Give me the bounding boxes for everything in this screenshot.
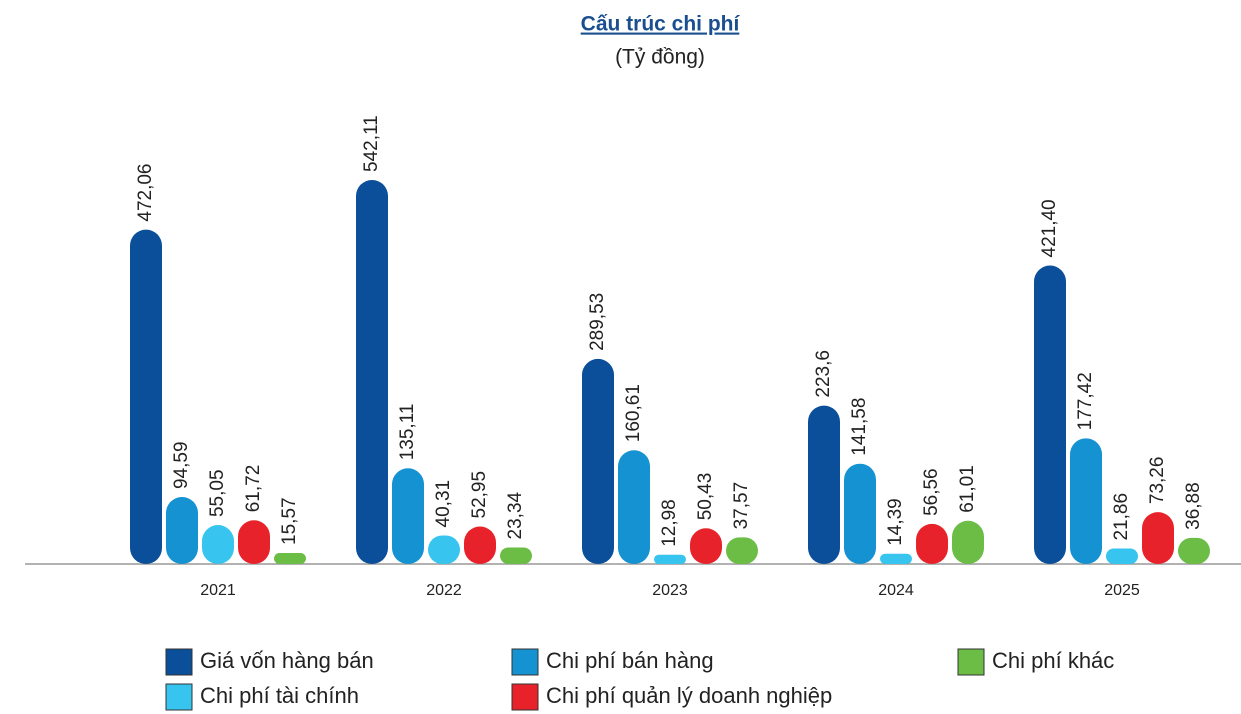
x-tick-label: 2024 bbox=[878, 582, 914, 599]
value-label: 73,26 bbox=[1147, 457, 1168, 505]
value-label: 14,39 bbox=[885, 498, 906, 546]
x-tick-label: 2022 bbox=[426, 582, 462, 599]
value-label: 23,34 bbox=[505, 491, 526, 539]
bar bbox=[880, 553, 912, 564]
bar bbox=[1142, 512, 1174, 564]
value-label: 61,72 bbox=[243, 465, 264, 513]
value-label: 56,56 bbox=[921, 468, 942, 516]
value-label: 55,05 bbox=[207, 469, 228, 517]
value-label: 40,31 bbox=[433, 480, 454, 528]
bar bbox=[690, 528, 722, 564]
value-label: 61,01 bbox=[957, 465, 978, 513]
legend-label: Chi phí khác bbox=[992, 648, 1114, 673]
value-label: 12,98 bbox=[659, 499, 680, 547]
bar bbox=[1034, 265, 1066, 564]
legend-swatch bbox=[165, 683, 193, 711]
value-label: 421,40 bbox=[1039, 199, 1060, 257]
value-label: 37,57 bbox=[731, 482, 752, 530]
value-label: 472,06 bbox=[135, 163, 156, 221]
value-label: 141,58 bbox=[849, 398, 870, 456]
value-label: 135,11 bbox=[397, 404, 418, 461]
bar bbox=[844, 463, 876, 564]
value-label: 542,11 bbox=[361, 115, 382, 172]
legend-label: Giá vốn hàng bán bbox=[200, 648, 374, 673]
legend-swatch bbox=[957, 648, 985, 676]
bar bbox=[726, 537, 758, 564]
bar bbox=[166, 496, 198, 564]
x-tick-label: 2025 bbox=[1104, 582, 1140, 599]
bar bbox=[808, 405, 840, 564]
bar bbox=[356, 180, 388, 564]
bar bbox=[582, 358, 614, 564]
bar bbox=[1070, 438, 1102, 564]
value-label: 15,57 bbox=[279, 497, 300, 545]
value-label: 36,88 bbox=[1183, 482, 1204, 530]
value-label: 289,53 bbox=[587, 293, 608, 351]
x-tick-label: 2023 bbox=[652, 582, 688, 599]
bar bbox=[916, 523, 948, 564]
value-label: 50,43 bbox=[695, 473, 716, 521]
value-label: 21,86 bbox=[1111, 493, 1132, 541]
bar bbox=[618, 450, 650, 564]
chart-title: Cấu trúc chi phí bbox=[581, 13, 741, 36]
bar bbox=[202, 525, 234, 564]
bar bbox=[1106, 548, 1138, 564]
bar bbox=[238, 520, 270, 564]
bar bbox=[392, 468, 424, 564]
value-label: 160,61 bbox=[623, 384, 644, 442]
value-label: 94,59 bbox=[171, 441, 192, 489]
chart-subtitle: (Tỷ đồng) bbox=[615, 46, 705, 69]
bar bbox=[1178, 537, 1210, 564]
bar bbox=[464, 526, 496, 564]
legend-swatch bbox=[165, 648, 193, 676]
legend-label: Chi phí quản lý doanh nghiệp bbox=[546, 683, 832, 708]
bar bbox=[952, 520, 984, 564]
value-label: 177,42 bbox=[1075, 372, 1096, 430]
bar bbox=[654, 554, 686, 564]
legend-swatch bbox=[511, 648, 539, 676]
legend-label: Chi phí tài chính bbox=[200, 683, 359, 708]
value-label: 52,95 bbox=[469, 471, 490, 519]
legend-label: Chi phí bán hàng bbox=[546, 648, 714, 673]
value-label: 223,6 bbox=[813, 350, 834, 398]
bar bbox=[274, 552, 306, 564]
bar bbox=[130, 229, 162, 564]
bar bbox=[428, 535, 460, 564]
bar bbox=[500, 547, 532, 564]
legend-swatch bbox=[511, 683, 539, 711]
x-tick-label: 2021 bbox=[200, 582, 236, 599]
